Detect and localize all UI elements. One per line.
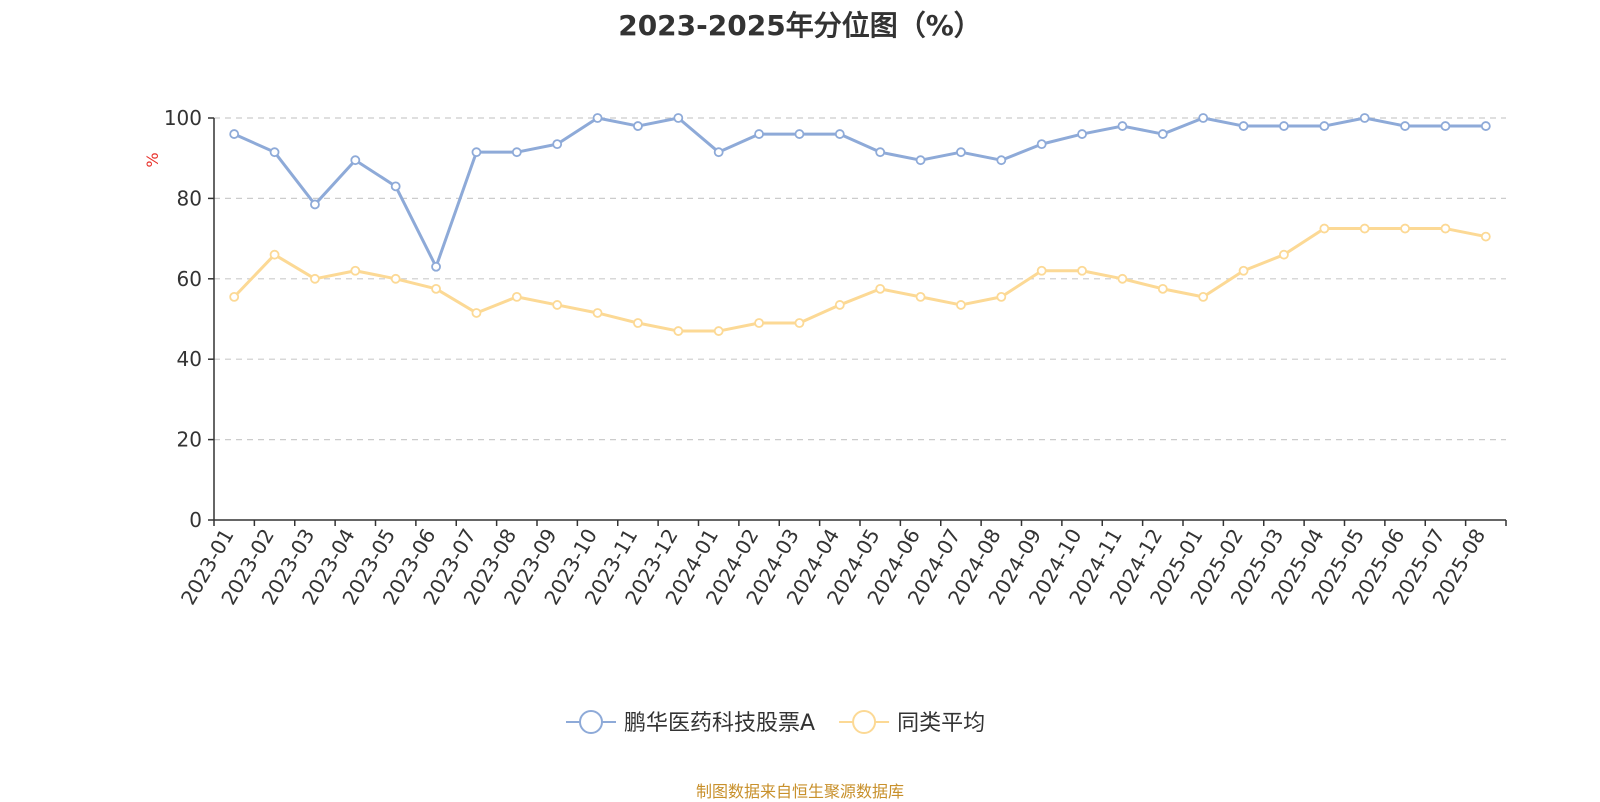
data-point	[794, 318, 805, 328]
y-tick-label: 20	[177, 428, 202, 452]
data-point	[1157, 129, 1168, 139]
y-tick-label: 100	[164, 106, 202, 130]
data-point	[1279, 249, 1289, 260]
y-tick-label: 80	[177, 186, 202, 210]
data-point	[1238, 121, 1249, 131]
data-point	[471, 308, 482, 318]
legend-label: 鹏华医药科技股票A	[624, 711, 815, 736]
data-point	[1440, 121, 1451, 131]
data-point	[713, 326, 724, 336]
legend-swatch-marker	[852, 710, 877, 734]
data-point	[673, 326, 684, 336]
data-point	[754, 129, 764, 139]
data-point	[592, 308, 603, 318]
data-point	[633, 121, 643, 131]
data-point	[956, 147, 966, 158]
data-point	[1400, 223, 1410, 234]
legend-swatch-marker	[579, 710, 603, 734]
data-point	[1157, 283, 1168, 294]
data-point	[1117, 273, 1128, 284]
y-tick-label: 60	[177, 267, 202, 291]
data-point	[915, 155, 926, 166]
data-point	[431, 283, 441, 294]
data-point	[754, 318, 764, 328]
data-point	[592, 113, 603, 123]
x-tick-labels: 2023-012023-022023-032023-042023-052023-…	[176, 525, 1490, 609]
data-point	[431, 261, 441, 272]
data-point	[229, 129, 240, 139]
data-point	[956, 300, 966, 310]
data-point	[1036, 139, 1047, 150]
data-point	[310, 199, 320, 210]
data-point	[511, 147, 522, 158]
source-note: 制图数据来自恒生聚源数据库	[695, 782, 904, 801]
data-point	[915, 291, 926, 302]
legend-label: 同类平均	[897, 711, 985, 736]
data-point	[1480, 121, 1491, 131]
data-point	[1319, 223, 1330, 234]
data-point	[310, 273, 320, 284]
data-point	[1036, 265, 1047, 276]
data-point	[1279, 121, 1289, 131]
data-point	[1400, 121, 1410, 131]
data-point	[1198, 291, 1209, 302]
data-point	[390, 181, 401, 192]
chart-title: 2023-2025年分位图（%）	[618, 9, 982, 42]
data-point	[1319, 121, 1330, 131]
data-point	[996, 155, 1007, 166]
data-point	[633, 318, 643, 328]
y-tick-labels: 0 20 40 60 80 100	[164, 106, 202, 532]
data-point	[229, 291, 240, 302]
series	[229, 113, 1491, 336]
data-point	[390, 273, 401, 284]
data-point	[996, 291, 1007, 302]
data-point	[834, 300, 845, 310]
series-line	[233, 227, 1487, 333]
legend[interactable]: 鹏华医药科技股票A 同类平均	[566, 710, 985, 736]
data-point	[673, 113, 684, 123]
grid-lines	[214, 117, 1506, 441]
y-tick-label: 40	[177, 347, 202, 371]
data-point	[1440, 223, 1451, 234]
data-point	[1359, 223, 1370, 234]
y-axis-label: %	[143, 152, 162, 167]
data-point	[552, 139, 563, 150]
data-point	[1077, 265, 1087, 276]
data-point	[269, 147, 280, 158]
data-point	[1359, 113, 1370, 123]
data-point	[511, 291, 522, 302]
data-point	[875, 283, 886, 294]
series-line	[233, 116, 1486, 269]
data-point	[350, 265, 361, 276]
data-point	[1480, 231, 1491, 242]
series-2	[229, 223, 1491, 336]
y-tick-label: 0	[189, 508, 202, 532]
data-point	[713, 147, 724, 158]
data-point	[875, 147, 886, 158]
data-point	[794, 129, 805, 139]
legend-item-1[interactable]: 鹏华医药科技股票A	[566, 710, 815, 736]
data-point	[834, 129, 845, 139]
data-point	[552, 300, 563, 310]
data-point	[1117, 121, 1128, 131]
series-1	[229, 113, 1491, 272]
legend-item-2[interactable]: 同类平均	[839, 710, 985, 736]
data-point	[1198, 113, 1209, 123]
data-point	[350, 155, 361, 166]
axes	[208, 117, 1507, 526]
data-point	[471, 147, 482, 158]
data-point	[269, 249, 280, 260]
data-point	[1238, 265, 1249, 276]
data-point	[1077, 129, 1087, 139]
